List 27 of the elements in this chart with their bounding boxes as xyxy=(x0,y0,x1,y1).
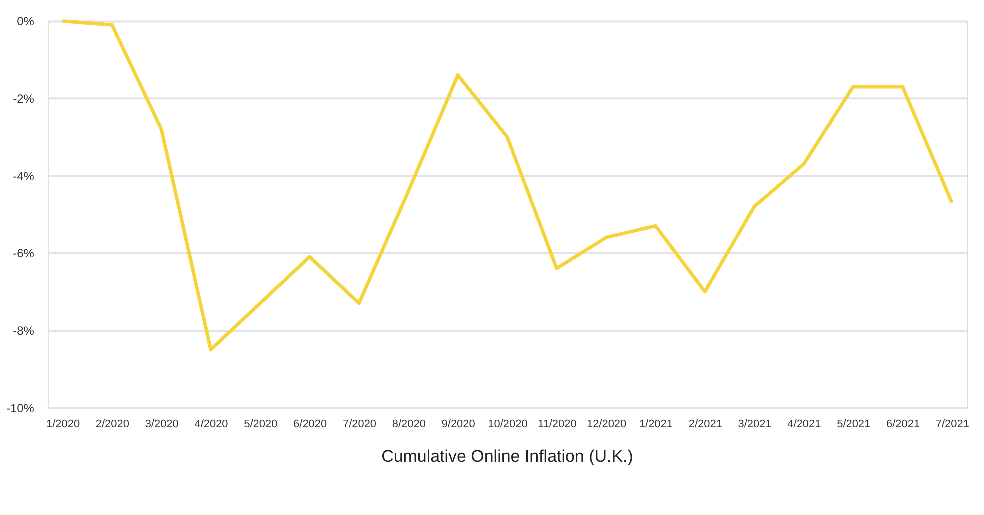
x-tick-label: 1/2020 xyxy=(46,418,80,430)
x-tick-label: 8/2020 xyxy=(392,418,426,430)
y-tick-label: 0% xyxy=(17,14,35,29)
x-tick-label: 2/2020 xyxy=(96,418,130,430)
x-tick-label: 6/2021 xyxy=(886,418,920,430)
x-tick-label: 7/2021 xyxy=(936,418,970,430)
y-tick-label: -6% xyxy=(13,246,35,261)
x-tick-label: 6/2020 xyxy=(294,418,328,430)
x-tick-label: 5/2021 xyxy=(837,418,871,430)
x-tick-label: 4/2020 xyxy=(194,418,228,430)
text: Cumulative Online Inflation (U.K.) xyxy=(382,446,634,466)
x-tick-label: 1/2021 xyxy=(639,418,673,430)
y-tick-label: -10% xyxy=(6,401,35,416)
x-tick-label: 5/2020 xyxy=(244,418,278,430)
x-tick-label: 2/2021 xyxy=(688,418,722,430)
y-tick-label: -4% xyxy=(13,169,35,184)
x-tick-label: 3/2021 xyxy=(738,418,772,430)
x-tick-label: 12/2020 xyxy=(586,418,627,430)
y-tick-label: -2% xyxy=(13,92,35,106)
x-tick-label: 4/2021 xyxy=(788,418,822,430)
x-tick-label: 7/2020 xyxy=(342,418,377,430)
line-series xyxy=(61,19,954,352)
y-tick-label: -8% xyxy=(13,324,35,338)
x-tick-label: 10/2020 xyxy=(488,418,528,430)
x-tick-label: 9/2020 xyxy=(442,418,476,430)
x-tick-label: 3/2020 xyxy=(145,418,179,430)
x-tick-label: 11/2020 xyxy=(538,418,577,430)
